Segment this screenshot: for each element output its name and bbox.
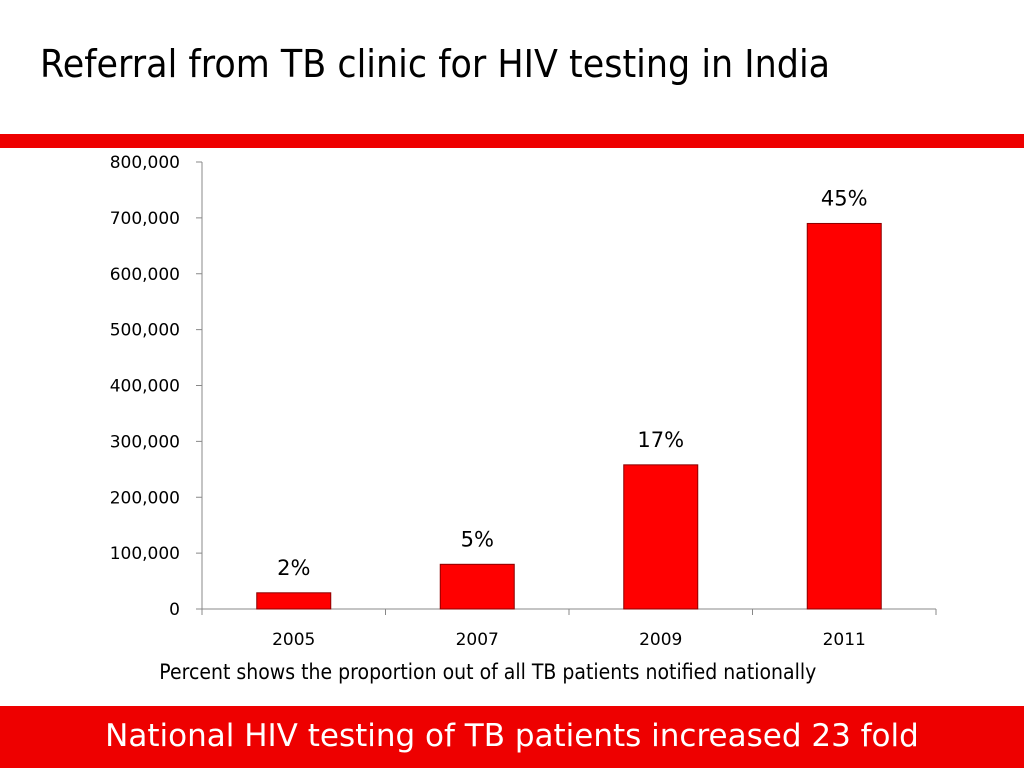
- y-tick-label: 200,000: [110, 488, 180, 508]
- y-tick-label: 500,000: [110, 321, 180, 341]
- data-label-2007: 5%: [461, 527, 494, 551]
- bar-2009: [623, 464, 699, 610]
- data-label-2005: 2%: [277, 556, 310, 580]
- data-label-2011: 45%: [821, 186, 868, 210]
- x-tick-label-2005: 2005: [272, 630, 315, 650]
- slide-title: Referral from TB clinic for HIV testing …: [40, 42, 831, 86]
- footer-text: National HIV testing of TB patients incr…: [105, 718, 919, 754]
- data-label-2009: 17%: [637, 428, 684, 452]
- bar-2011: [806, 222, 882, 610]
- bar-2005: [256, 592, 332, 610]
- bar-2007: [439, 563, 515, 610]
- chart-x-axis-note: Percent shows the proportion out of all …: [159, 660, 817, 684]
- y-tick-label: 700,000: [110, 209, 180, 229]
- y-tick-label: 600,000: [110, 265, 180, 285]
- x-tick-label-2011: 2011: [823, 630, 866, 650]
- y-tick-label: 400,000: [110, 377, 180, 397]
- y-tick-label: 300,000: [110, 432, 180, 452]
- y-tick-label: 800,000: [110, 153, 180, 173]
- y-tick-label: 100,000: [110, 544, 180, 564]
- title-divider: [0, 134, 1024, 148]
- x-tick-label-2007: 2007: [456, 630, 499, 650]
- bar-chart: 0 100,000 200,000 300,000 400,000 500,000 600,…: [110, 153, 937, 650]
- x-tick-label-2009: 2009: [639, 630, 682, 650]
- footer-banner: National HIV testing of TB patients incr…: [0, 706, 1024, 768]
- y-tick-label: 0: [169, 600, 180, 620]
